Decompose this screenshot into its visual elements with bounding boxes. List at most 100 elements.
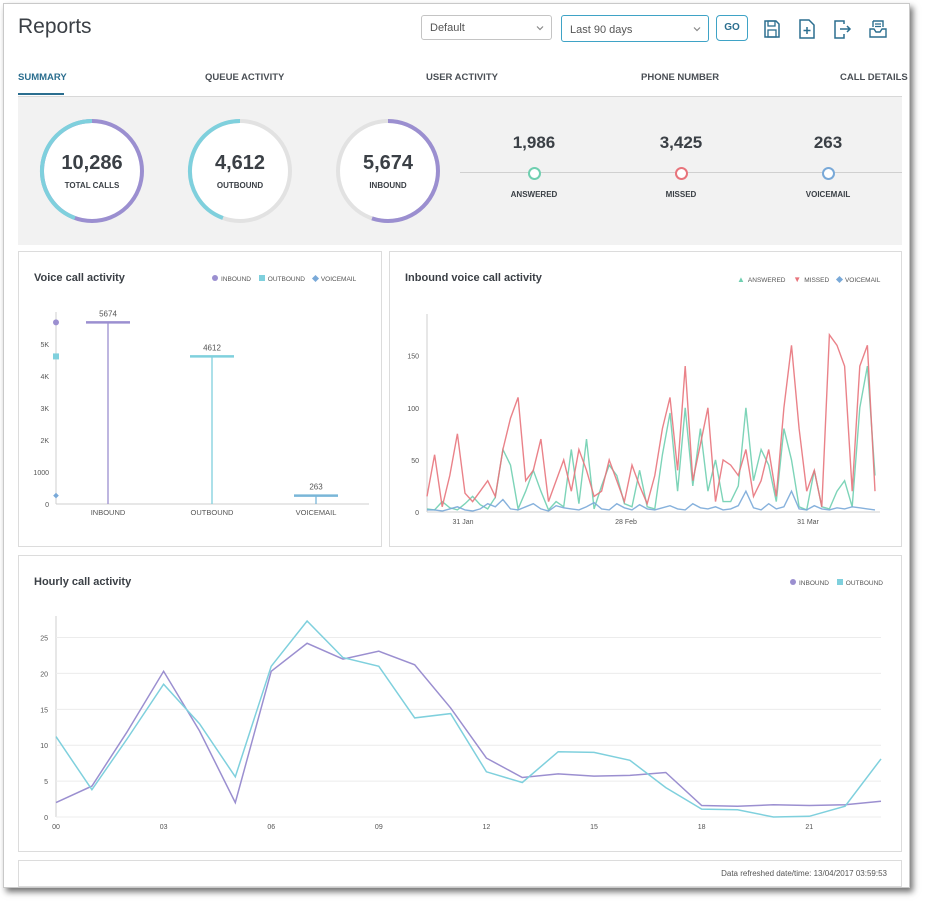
new-report-icon[interactable]	[797, 18, 817, 40]
x-tick-label: 12	[483, 824, 491, 831]
y-tick-label: 3K	[40, 406, 49, 413]
answered-dot	[528, 167, 541, 180]
outbound-ring: 4,612 OUTBOUND	[186, 117, 294, 225]
chevron-down-icon	[536, 26, 544, 31]
inbound-legend-icon	[212, 275, 218, 281]
inbound-activity-chart: 0 50 100 150 31 Jan 28 Feb 31 Mar	[407, 314, 880, 526]
series-line-inbound	[55, 642, 882, 807]
x-tick-label: 00	[52, 824, 60, 831]
outbound-legend-icon	[258, 275, 265, 281]
y-tick-label: 0	[45, 502, 49, 509]
inbound-legend-icon	[790, 579, 796, 585]
missed-value: 3,425	[659, 133, 703, 152]
y-tick-label: 4K	[40, 374, 49, 381]
legend-voicemail: VOICEMAIL	[844, 277, 881, 284]
y-tick-label: 15	[40, 707, 48, 714]
category-label: VOICEMAIL	[296, 508, 337, 517]
y-tick-label: 5K	[40, 342, 49, 349]
reports-window: Reports Default Last 90 days GO SUMMARY …	[3, 3, 910, 888]
missed-label: MISSED	[665, 190, 697, 199]
tab-user-activity[interactable]: USER ACTIVITY	[426, 72, 498, 83]
x-tick-label: 28 Feb	[615, 519, 637, 526]
outbound-legend-icon	[836, 579, 843, 585]
view-select-value: Default	[430, 22, 465, 34]
inbox-icon[interactable]	[868, 18, 888, 40]
voicemail-value: 263	[813, 133, 843, 152]
date-range-value: Last 90 days	[570, 24, 633, 36]
x-tick-label: 18	[698, 824, 706, 831]
legend-voicemail: VOICEMAIL	[320, 276, 357, 283]
footer-bar: Data refreshed date/time: 13/04/2017 03:…	[18, 860, 902, 887]
category-label: OUTBOUND	[191, 508, 235, 517]
voicemail-label: VOICEMAIL	[805, 190, 851, 199]
legend-outbound: OUTBOUND	[267, 276, 305, 283]
answered-value: 1,986	[512, 133, 556, 152]
x-tick-label: 06	[267, 824, 275, 831]
y-tick-label: 10	[40, 743, 48, 750]
y-tick-label: 0	[44, 815, 48, 822]
voicemail-dot	[822, 167, 835, 180]
missed-legend-icon: ▼	[793, 275, 802, 284]
x-tick-label: 09	[375, 824, 383, 831]
y-tick-label: 25	[40, 636, 48, 643]
x-tick-label: 31 Jan	[452, 519, 473, 526]
total-calls-value: 10,286	[61, 152, 123, 174]
series-line-missed	[426, 332, 876, 507]
missed-dot	[675, 167, 688, 180]
hourly-activity-title: Hourly call activity	[34, 576, 132, 588]
outbound-label: OUTBOUND	[216, 181, 264, 190]
total-calls-ring: 10,286 TOTAL CALLS	[38, 117, 146, 225]
legend-outbound: OUTBOUND	[845, 580, 883, 587]
series-line-outbound	[55, 619, 882, 818]
view-select[interactable]: Default	[421, 15, 552, 40]
total-calls-label: TOTAL CALLS	[64, 181, 120, 190]
voicemail-legend-icon	[835, 275, 843, 284]
inbound-voice-activity-panel: Inbound voice call activity ▲ ANSWERED ▼ M…	[389, 251, 902, 547]
y-tick-label: 0	[415, 510, 419, 517]
date-range-select[interactable]: Last 90 days	[561, 15, 709, 42]
hourly-activity-chart: 0 5 10 15 20 25 00 03 06 09 12 15 18 21	[40, 616, 882, 831]
save-icon[interactable]	[762, 18, 782, 40]
outbound-value: 4,612	[214, 152, 266, 174]
legend-inbound: INBOUND	[799, 580, 829, 587]
y-tick-label: 2K	[40, 438, 49, 445]
summary-panel: 10,286 TOTAL CALLS 4,612 OUTBOUND 5,674 …	[18, 97, 902, 245]
outbound-axis-marker	[53, 353, 59, 360]
inbound-label: INBOUND	[369, 181, 407, 190]
answered-legend-icon: ▲	[737, 275, 745, 284]
series-line-voicemail	[427, 489, 876, 512]
x-tick-label: 31 Mar	[797, 519, 819, 526]
legend-inbound: INBOUND	[221, 276, 251, 283]
legend-missed: MISSED	[804, 277, 830, 284]
tab-queue-activity[interactable]: QUEUE ACTIVITY	[205, 72, 285, 83]
go-button[interactable]: GO	[716, 15, 748, 41]
bar-value-label: 5674	[99, 309, 117, 318]
y-tick-label: 20	[40, 671, 48, 678]
page-title: Reports	[18, 15, 92, 38]
voice-activity-title: Voice call activity	[34, 272, 125, 284]
tab-summary[interactable]: SUMMARY	[18, 72, 67, 83]
inbound-value: 5,674	[362, 152, 414, 174]
x-tick-label: 15	[590, 824, 598, 831]
answered-label: ANSWERED	[510, 190, 558, 199]
tab-phone-number[interactable]: PHONE NUMBER	[641, 72, 720, 83]
active-tab-indicator	[18, 93, 64, 95]
y-tick-label: 50	[411, 458, 419, 465]
tab-call-details[interactable]: CALL DETAILS	[840, 72, 908, 83]
category-label: INBOUND	[91, 508, 126, 517]
chevron-down-icon	[693, 27, 701, 32]
voice-activity-legend: INBOUND OUTBOUND VOICEMAIL	[209, 274, 357, 283]
export-icon[interactable]	[832, 18, 852, 40]
voice-activity-chart: 0 1000 2K 3K 4K 5K 5674 INBOUND 4612 OUTBOUND 263 V…	[33, 309, 369, 517]
voice-call-activity-panel: Voice call activity INBOUND OUTBOUND VOI…	[18, 251, 382, 547]
y-tick-label: 100	[407, 406, 419, 413]
voicemail-legend-icon	[311, 274, 319, 283]
inbound-axis-marker	[53, 319, 59, 326]
inbound-activity-legend: ▲ ANSWERED ▼ MISSED VOICEMAIL	[734, 275, 880, 284]
hourly-call-activity-panel: Hourly call activity INBOUND OUTBOUND 0 5…	[18, 555, 902, 852]
hourly-activity-legend: INBOUND OUTBOUND	[787, 579, 883, 587]
bar-value-label: 4612	[203, 343, 221, 352]
report-tabs: SUMMARY QUEUE ACTIVITY USER ACTIVITY PHO…	[18, 70, 908, 97]
x-tick-label: 21	[805, 824, 813, 831]
inbound-activity-title: Inbound voice call activity	[405, 272, 542, 284]
